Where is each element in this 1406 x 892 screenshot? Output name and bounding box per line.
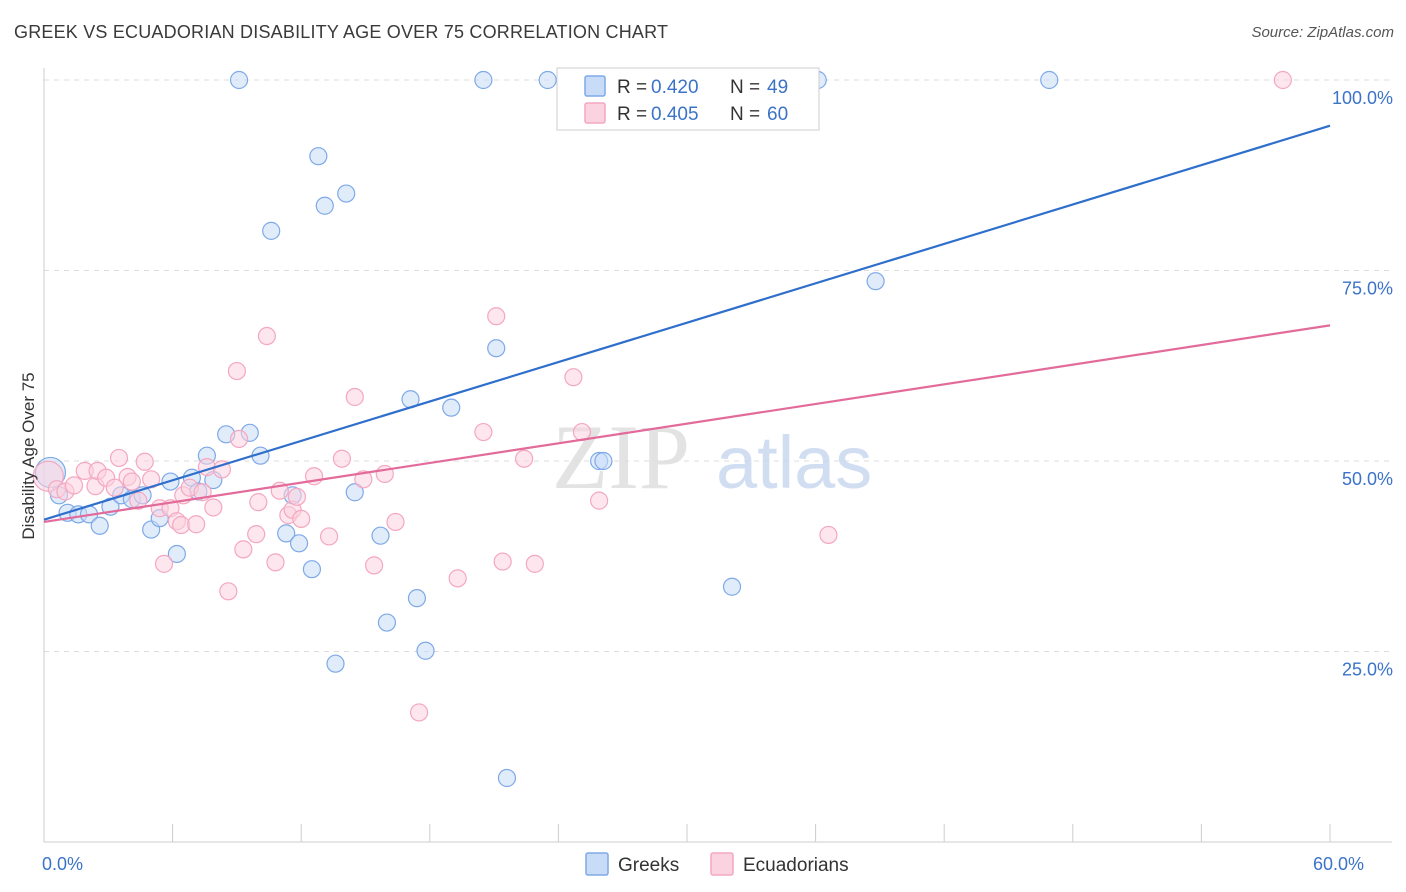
ecuadorians-point (354, 470, 373, 489)
ecuadorians-point (122, 472, 141, 491)
ecuadorians-point (105, 478, 124, 497)
series-greeks-points (34, 70, 1059, 788)
ecuadorians-point (266, 553, 285, 572)
watermark-zip: ZIP (552, 406, 690, 508)
greeks-point (167, 544, 186, 564)
watermark: ZIP atlas (552, 406, 872, 508)
legend-greeks-n-value: 49 (767, 77, 788, 98)
ecuadorians-point (257, 326, 277, 346)
greeks-point (497, 768, 517, 788)
bottom-legend-swatch-ecuadorians (710, 852, 734, 876)
gridlines (44, 79, 1392, 652)
legend-ecuadorians-n-label: N = (730, 104, 760, 125)
greeks-point (371, 526, 390, 545)
greeks-point (302, 560, 322, 579)
greeks-point (1040, 70, 1059, 90)
legend-ecuadorians-r-value: 0.405 (651, 104, 699, 125)
greeks-point (345, 483, 364, 502)
ecuadorians-point (1273, 70, 1292, 90)
chart-title: GREEK VS ECUADORIAN DISABILITY AGE OVER … (14, 22, 669, 42)
legend-greeks-r-label: R = (617, 77, 647, 98)
y-tick-label: 50.0% (1342, 469, 1393, 489)
greeks-point (538, 70, 557, 90)
ecuadorians-point (819, 525, 838, 545)
bottom-legend: Greeks Ecuadorians (585, 852, 849, 876)
legend-ecuadorians-r-label: R = (617, 104, 647, 125)
trendlines (43, 124, 1331, 524)
series-ecuadorians-points (32, 70, 1292, 722)
ecuadorians-point (154, 554, 174, 573)
ecuadorians-point (187, 515, 206, 534)
ecuadorians-point (135, 452, 154, 471)
greeks-point (866, 272, 885, 291)
greeks-point (416, 641, 435, 660)
legend-swatch-ecuadorians (584, 102, 606, 124)
legend-ecuadorians-n-value: 60 (767, 104, 788, 125)
greeks-point (309, 147, 328, 166)
legend: R = 0.420 N = 49 R = 0.405 N = 60 (556, 67, 820, 131)
greeks-point (337, 184, 356, 203)
legend-greeks-n-label: N = (730, 77, 760, 98)
ecuadorians-point (319, 527, 339, 546)
greeks-point (315, 196, 334, 215)
ecuadorians-point (109, 448, 129, 468)
ecuadorians-trendline (43, 324, 1331, 524)
ecuadorians-point (364, 556, 384, 575)
ecuadorians-point (219, 582, 238, 601)
ecuadorians-point (212, 460, 231, 479)
greeks-point (229, 70, 249, 90)
greeks-point (407, 589, 427, 608)
ecuadorians-point (515, 449, 534, 468)
ecuadorians-point (229, 429, 249, 449)
greeks-point (474, 70, 493, 90)
ecuadorians-point (590, 491, 609, 510)
ecuadorians-point (249, 493, 268, 512)
ecuadorians-point (287, 487, 307, 506)
greeks-point (289, 534, 309, 553)
greeks-point (722, 577, 742, 596)
ecuadorians-point (227, 361, 246, 381)
ecuadorians-point (129, 491, 148, 510)
x-tick-label: 0.0% (42, 854, 83, 874)
greeks-point (326, 654, 345, 673)
greeks-point (262, 221, 281, 240)
greeks-point (594, 451, 613, 471)
ecuadorians-point (525, 554, 544, 573)
axes: 25.0% 50.0% 75.0% 100.0% 0.0% 60.0% (42, 68, 1393, 874)
ecuadorians-point (474, 422, 493, 442)
legend-greeks-r-value: 0.420 (651, 77, 699, 98)
chart-source: Source: ZipAtlas.com (1251, 24, 1394, 41)
y-axis-label: Disability Age Over 75 (19, 372, 38, 539)
ecuadorians-point (247, 525, 266, 544)
ecuadorians-point (64, 476, 84, 495)
y-tick-label: 25.0% (1342, 660, 1393, 680)
y-tick-label: 75.0% (1342, 279, 1393, 299)
greeks-point (442, 398, 461, 417)
greeks-point (90, 516, 109, 535)
greeks-point (487, 339, 506, 358)
ecuadorians-point (292, 509, 311, 529)
y-tick-label: 100.0% (1332, 88, 1393, 108)
greeks-point (277, 524, 296, 543)
ecuadorians-point (487, 307, 506, 326)
greeks-point (377, 613, 397, 632)
legend-swatch-greeks (584, 75, 606, 97)
ecuadorians-point (234, 540, 253, 559)
ecuadorians-point (204, 498, 223, 517)
ecuadorians-point (386, 512, 405, 532)
ecuadorians-point (448, 569, 467, 588)
ecuadorians-point (564, 368, 583, 387)
bottom-legend-greeks: Greeks (618, 855, 679, 876)
greeks-trendline (43, 124, 1331, 521)
bottom-legend-ecuadorians: Ecuadorians (743, 855, 849, 876)
watermark-atlas: atlas (716, 421, 872, 504)
ecuadorians-point (493, 552, 512, 571)
ecuadorians-point (345, 387, 364, 407)
x-tick-label: 60.0% (1313, 854, 1364, 874)
ecuadorians-point (409, 703, 429, 722)
ecuadorians-point (332, 449, 352, 468)
bottom-legend-swatch-greeks (585, 852, 609, 876)
